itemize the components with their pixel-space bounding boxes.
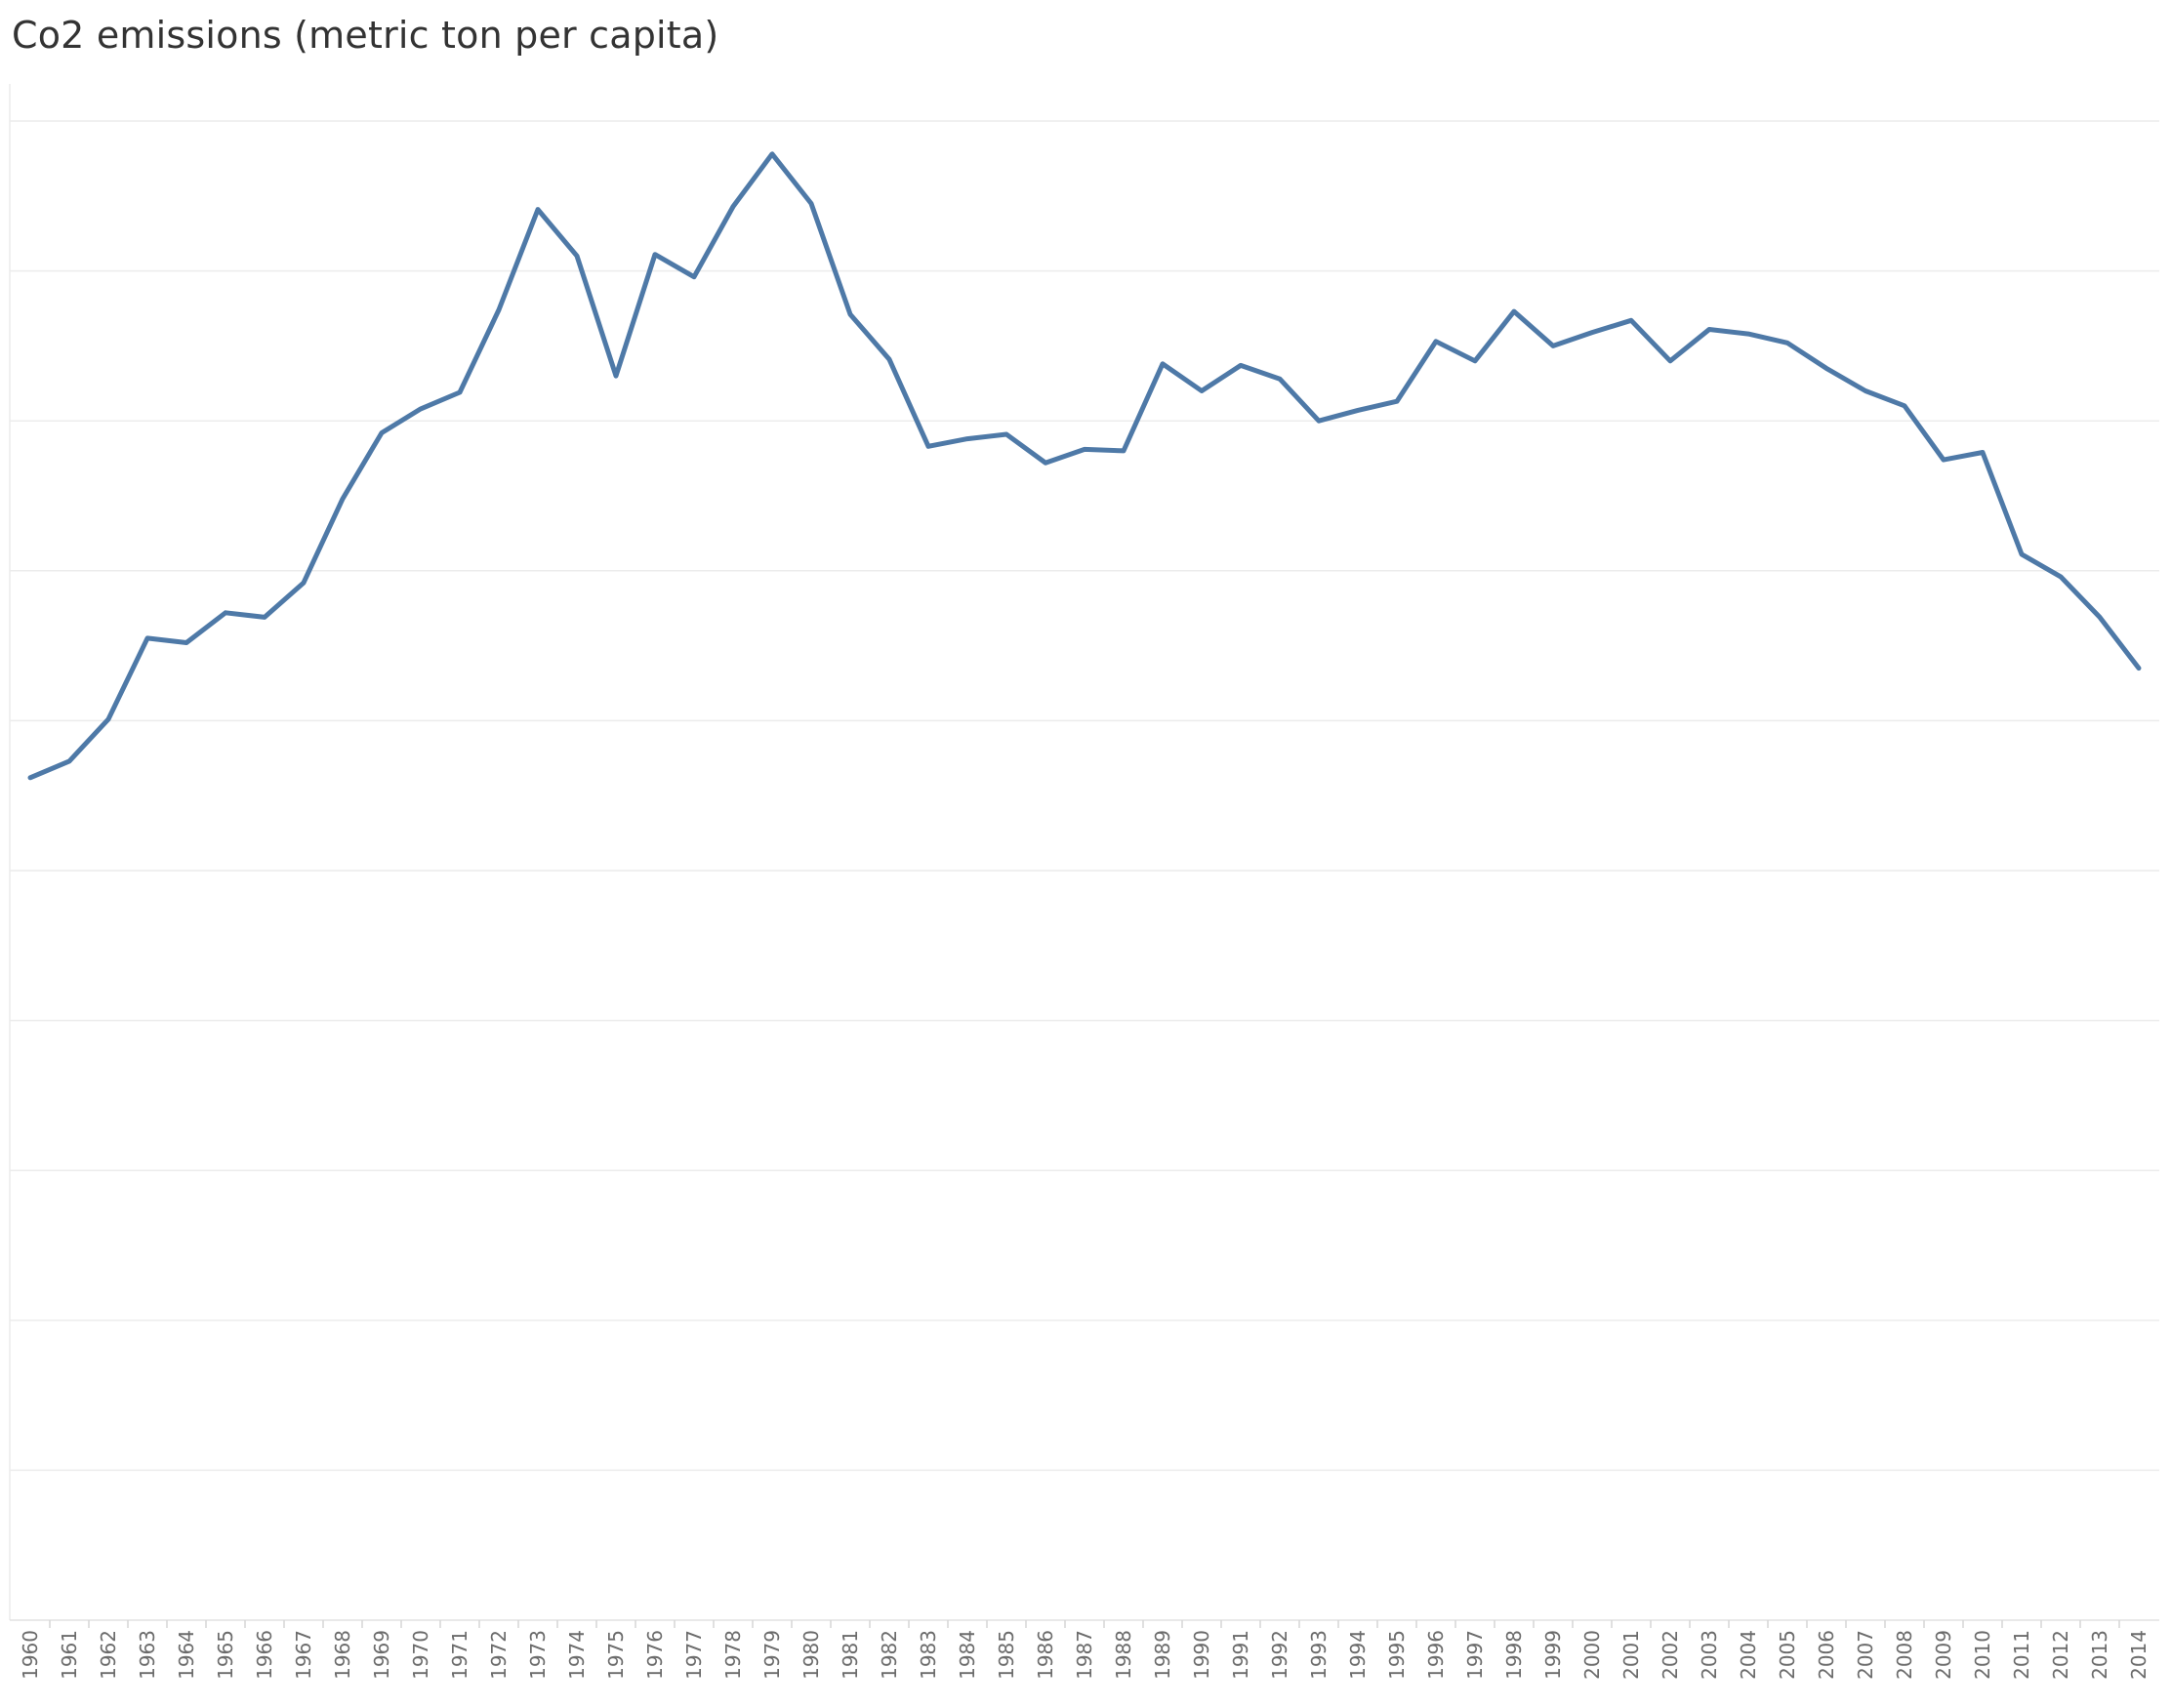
x-tick-label-1990: 1990 bbox=[1190, 1630, 1213, 1680]
x-tick-label-1979: 1979 bbox=[760, 1630, 784, 1680]
x-tick-label-1993: 1993 bbox=[1307, 1630, 1331, 1680]
x-tick-label-1985: 1985 bbox=[995, 1630, 1018, 1680]
x-tick-label-1984: 1984 bbox=[956, 1630, 979, 1680]
x-tick-label-1991: 1991 bbox=[1229, 1630, 1252, 1680]
x-tick-label-1989: 1989 bbox=[1151, 1630, 1174, 1680]
x-tick-label-1971: 1971 bbox=[448, 1630, 471, 1680]
x-tick-label-1960: 1960 bbox=[19, 1630, 42, 1680]
x-tick-label-1972: 1972 bbox=[487, 1630, 511, 1680]
x-tick-label-1966: 1966 bbox=[253, 1630, 276, 1680]
x-tick-label-1983: 1983 bbox=[917, 1630, 940, 1680]
x-tick-label-2009: 2009 bbox=[1932, 1630, 1955, 1680]
x-tick-label-2004: 2004 bbox=[1737, 1630, 1760, 1680]
x-tick-label-2002: 2002 bbox=[1659, 1630, 1682, 1680]
x-tick-label-1995: 1995 bbox=[1385, 1630, 1409, 1680]
x-tick-label-1986: 1986 bbox=[1034, 1630, 1057, 1680]
series-layer bbox=[27, 151, 2142, 781]
x-tick-label-1996: 1996 bbox=[1424, 1630, 1448, 1680]
x-tick-label-2008: 2008 bbox=[1893, 1630, 1916, 1680]
x-tick-label-2007: 2007 bbox=[1854, 1630, 1877, 1680]
x-tick-label-1969: 1969 bbox=[370, 1630, 393, 1680]
x-tick-label-2003: 2003 bbox=[1698, 1630, 1721, 1680]
x-tick-label-1968: 1968 bbox=[331, 1630, 354, 1680]
x-tick-label-1976: 1976 bbox=[643, 1630, 667, 1680]
x-tick-label-2010: 2010 bbox=[1971, 1630, 1994, 1680]
x-tick-label-1961: 1961 bbox=[58, 1630, 81, 1680]
x-tick-label-1980: 1980 bbox=[799, 1630, 823, 1680]
x-tick-label-1992: 1992 bbox=[1268, 1630, 1291, 1680]
chart-title: Co2 emissions (metric ton per capita) bbox=[12, 14, 719, 57]
x-tick-label-2000: 2000 bbox=[1580, 1630, 1604, 1680]
x-tick-label-1982: 1982 bbox=[878, 1630, 901, 1680]
x-tick-label-2005: 2005 bbox=[1776, 1630, 1799, 1680]
series-line-0 bbox=[27, 151, 2142, 781]
x-axis bbox=[10, 1619, 2159, 1628]
x-tick-label-1997: 1997 bbox=[1463, 1630, 1487, 1680]
x-tick-label-1963: 1963 bbox=[136, 1630, 159, 1680]
x-tick-label-1973: 1973 bbox=[526, 1630, 550, 1680]
x-tick-label-2012: 2012 bbox=[2049, 1630, 2072, 1680]
x-tick-label-2011: 2011 bbox=[2010, 1630, 2033, 1680]
x-tick-labels: 1960 1961 1962 1963 1964 1965 1966 1967 1968 1969… bbox=[19, 1630, 2151, 1680]
x-tick-label-1970: 1970 bbox=[409, 1630, 432, 1680]
x-tick-label-1978: 1978 bbox=[721, 1630, 745, 1680]
x-tick-label-1999: 1999 bbox=[1541, 1630, 1565, 1680]
x-tick-label-2001: 2001 bbox=[1619, 1630, 1643, 1680]
x-tick-label-1974: 1974 bbox=[565, 1630, 589, 1680]
x-tick-label-1994: 1994 bbox=[1346, 1630, 1370, 1680]
x-tick-label-2006: 2006 bbox=[1815, 1630, 1838, 1680]
x-tick-label-1988: 1988 bbox=[1112, 1630, 1135, 1680]
x-tick-label-1987: 1987 bbox=[1073, 1630, 1096, 1680]
x-tick-label-1962: 1962 bbox=[97, 1630, 120, 1680]
x-tick-label-1998: 1998 bbox=[1502, 1630, 1526, 1680]
x-tick-label-1977: 1977 bbox=[682, 1630, 706, 1680]
x-tick-label-1965: 1965 bbox=[214, 1630, 237, 1680]
x-tick-label-1967: 1967 bbox=[292, 1630, 315, 1680]
x-tick-label-1975: 1975 bbox=[604, 1630, 628, 1680]
x-tick-label-2014: 2014 bbox=[2127, 1630, 2151, 1680]
gridlines bbox=[9, 84, 2159, 1620]
x-tick-label-1964: 1964 bbox=[175, 1630, 198, 1680]
x-tick-label-2013: 2013 bbox=[2088, 1630, 2111, 1680]
x-tick-label-1981: 1981 bbox=[839, 1630, 862, 1680]
